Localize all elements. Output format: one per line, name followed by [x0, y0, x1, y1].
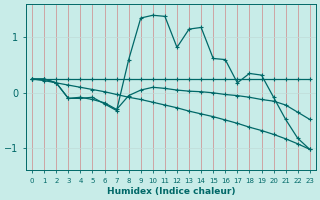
X-axis label: Humidex (Indice chaleur): Humidex (Indice chaleur): [107, 187, 235, 196]
